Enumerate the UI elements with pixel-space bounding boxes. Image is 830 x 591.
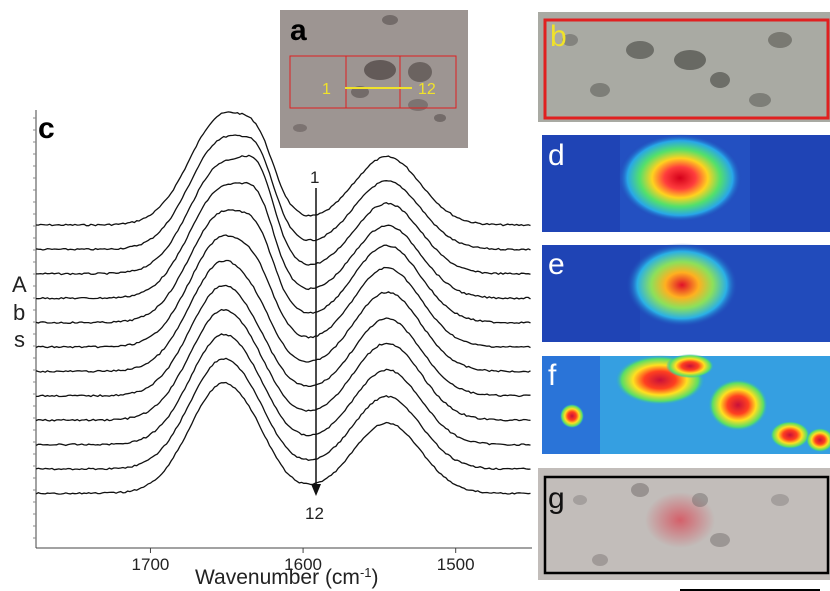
arrow-end-label: 12 [305,504,324,523]
spectrum-line-7 [35,259,531,373]
panel-g-cell [771,494,789,506]
spectrum-line-4 [35,181,531,300]
y-axis-title: A b s [12,272,27,352]
panel-a-particle [382,15,398,25]
panel-f: f [542,354,830,454]
panel-c: c 1700 1600 1500 1 12 A b s Wavenumber (cm… [12,110,532,589]
spectrum-line-11 [35,357,531,471]
spectrum-line-3 [36,154,531,276]
panel-e-hotspot [626,243,738,327]
panel-d-letter: d [548,139,565,172]
panel-b-particle [626,41,654,59]
panel-g-cell [631,483,649,497]
x-tick-label: 1600 [284,555,322,574]
panel-f-hotspot [666,354,714,378]
panel-f-hotspot [708,379,768,431]
order-arrow-head [311,484,321,496]
panel-a-particle [293,124,307,132]
x-ticks: 1700 1600 1500 [132,548,475,574]
panel-a-letter: a [290,14,307,47]
x-axis-title: Wavenumber (cm-1) [195,565,379,590]
x-tick-label: 1500 [437,555,475,574]
panel-b-particle [562,34,578,46]
panel-a: 1 12 a [280,10,468,148]
spectrum-line-12 [35,381,531,495]
spectrum-line-9 [35,308,531,422]
panel-b-particle [749,93,771,107]
panel-f-hotspot [560,404,584,428]
panel-g-cell [592,554,608,566]
spectrum-line-10 [35,333,531,447]
panel-b-particle [674,50,706,70]
panel-a-line-start: 1 [322,81,331,98]
panel-g-letter: g [548,482,565,515]
panel-f-hotspot [770,421,810,449]
x-tick-label: 1700 [132,555,170,574]
panel-b-particle [768,32,792,48]
y-axis-title-letter: s [14,327,25,352]
y-ticks [33,117,36,539]
spectra-traces [35,111,531,495]
panel-b-particle [590,83,610,97]
spectrum-line-8 [36,284,531,398]
panel-d: d [542,134,830,232]
panel-b-region-box [543,18,830,120]
panel-c-letter: c [38,112,55,145]
panel-g-cell [573,495,587,505]
panel-g-region-box [543,475,830,575]
panel-f-letter: f [548,359,557,392]
panel-g-cell [710,533,730,547]
y-axis-title-letter: A [12,272,27,297]
panel-a-particle [408,99,428,111]
panel-e: e [542,243,830,342]
panel-f-hotspot [806,428,830,452]
panel-d-hotspot [618,134,742,222]
panel-g: g [538,468,830,591]
panel-a-particle [408,62,432,82]
panel-b: b [538,12,830,122]
panel-a-particle [434,114,446,122]
panel-e-letter: e [548,248,565,281]
panel-a-line-end: 12 [418,81,436,98]
spectrum-line-6 [35,234,531,349]
panel-b-particle [710,72,730,88]
y-axis-title-letter: b [13,300,25,325]
spectrum-line-2 [35,134,531,251]
panel-b-letter: b [550,20,567,53]
arrow-start-label: 1 [310,168,319,187]
panel-a-region-box [399,55,457,109]
spectrum-line-5 [35,209,531,324]
panel-g-cell [692,493,708,507]
panel-a-particle [364,60,396,80]
spectrum-line-1 [35,111,531,227]
panel-g-stain [645,492,715,548]
